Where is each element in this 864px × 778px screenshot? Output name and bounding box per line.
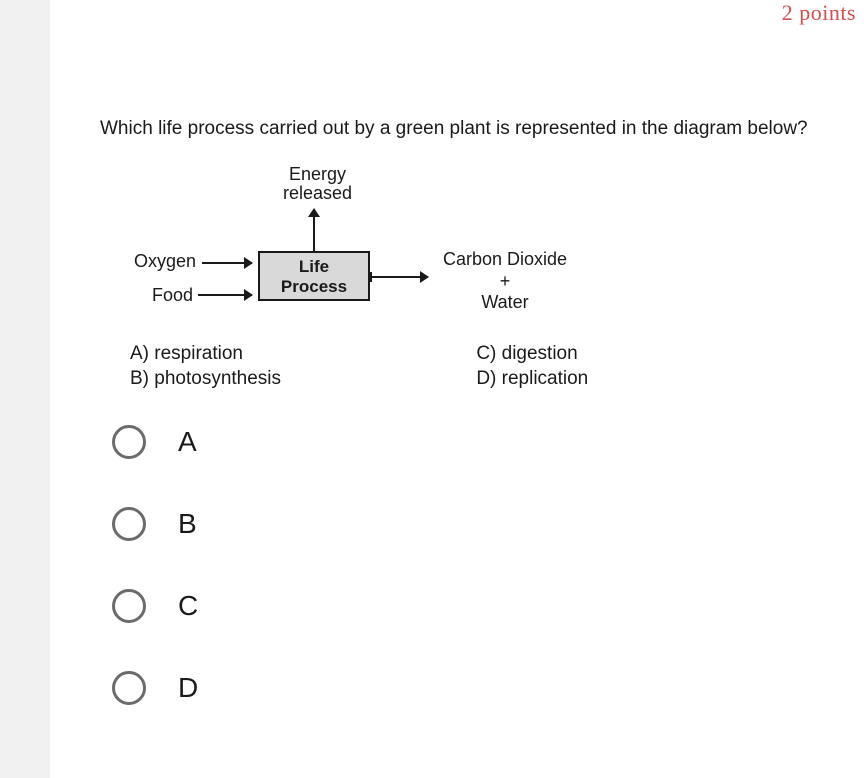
oxygen-label: Oxygen [134,251,196,272]
energy-label-line2: released [283,183,352,203]
output-line3: Water [481,292,528,312]
energy-released-label: Energy released [283,165,352,203]
answer-key: A) respiration B) photosynthesis C) dige… [130,342,588,391]
life-process-box: Life Process [258,251,370,301]
key-b: B) photosynthesis [130,367,281,392]
energy-label-line1: Energy [289,164,346,184]
box-line2: Process [281,277,347,296]
points-label: 2 points [782,0,856,26]
arrow-food-icon [198,294,252,296]
option-b-label: B [178,508,197,540]
radio-icon[interactable] [112,425,146,459]
output-label: Carbon Dioxide + Water [435,249,575,314]
key-d: D) replication [476,367,588,392]
option-a-label: A [178,426,197,458]
arrow-output-icon [372,276,428,278]
process-diagram: Energy released Oxygen Food Life Process… [100,155,660,345]
radio-icon[interactable] [112,671,146,705]
arrow-up-icon [313,209,315,251]
arrow-oxygen-icon [202,262,252,264]
output-line1: Carbon Dioxide [443,249,567,269]
key-c: C) digestion [476,342,588,367]
option-c-label: C [178,590,198,622]
option-b[interactable]: B [112,507,198,541]
option-d-label: D [178,672,198,704]
option-d[interactable]: D [112,671,198,705]
key-a: A) respiration [130,342,281,367]
food-label: Food [152,285,193,306]
question-text: Which life process carried out by a gree… [100,118,808,140]
radio-icon[interactable] [112,589,146,623]
answer-options: A B C D [112,425,198,753]
question-card: 2 points Which life process carried out … [50,0,864,778]
box-line1: Life [299,257,329,276]
option-c[interactable]: C [112,589,198,623]
output-line2: + [500,271,511,291]
option-a[interactable]: A [112,425,198,459]
radio-icon[interactable] [112,507,146,541]
